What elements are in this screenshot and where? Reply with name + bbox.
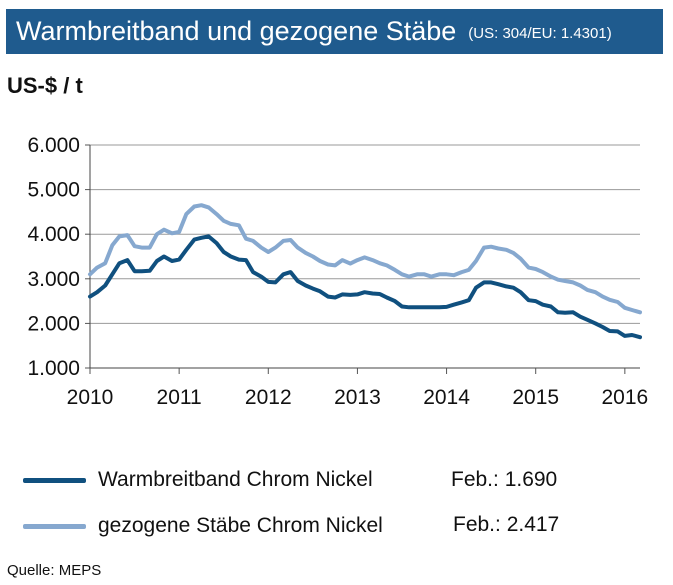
y-axis-unit-label: US-$ / t bbox=[7, 73, 83, 98]
legend-swatch-gezogene-staebe bbox=[23, 523, 86, 529]
x-tick-label: 2014 bbox=[423, 386, 470, 409]
x-axis-tick-labels: 2010 2011 2012 2013 2014 2015 2016 bbox=[67, 386, 649, 409]
axes bbox=[85, 144, 640, 374]
y-tick-label: 3.000 bbox=[27, 268, 80, 291]
legend-swatch-warmbreitband bbox=[23, 477, 86, 483]
x-tick-label: 2010 bbox=[67, 386, 114, 409]
legend-item-warmbreitband: Warmbreitband Chrom Nickel bbox=[23, 465, 373, 495]
y-tick-label: 6.000 bbox=[27, 134, 80, 157]
x-tick-label: 2015 bbox=[512, 386, 559, 409]
legend-value-gezogene-staebe: Feb.: 2.417 bbox=[453, 513, 560, 536]
x-tick-label: 2016 bbox=[601, 386, 648, 409]
y-tick-label: 1.000 bbox=[27, 357, 80, 380]
series-lines bbox=[88, 203, 642, 340]
source-note: Quelle: MEPS bbox=[7, 562, 102, 579]
legend-label: Warmbreitband Chrom Nickel bbox=[98, 468, 373, 491]
y-tick-label: 4.000 bbox=[27, 223, 80, 246]
x-tick-label: 2013 bbox=[334, 386, 381, 409]
x-tick-label: 2011 bbox=[157, 386, 202, 409]
chart-title: Warmbreitband und gezogene Stäbe bbox=[16, 16, 457, 46]
title-bar: Warmbreitband und gezogene Stäbe (US: 30… bbox=[6, 9, 663, 54]
y-tick-label: 2.000 bbox=[27, 312, 80, 335]
legend-value-warmbreitband: Feb.: 1.690 bbox=[451, 468, 558, 491]
legend-item-gezogene-staebe: gezogene Stäbe Chrom Nickel bbox=[23, 511, 383, 541]
gridlines bbox=[90, 144, 640, 324]
y-axis-tick-labels: 1.000 2.000 3.000 4.000 5.000 6.000 bbox=[27, 134, 80, 380]
series-line bbox=[88, 234, 642, 340]
series-line bbox=[88, 203, 642, 315]
legend-label: gezogene Stäbe Chrom Nickel bbox=[98, 514, 383, 537]
x-tick-label: 2012 bbox=[245, 386, 292, 409]
chart-subtitle: (US: 304/EU: 1.4301) bbox=[468, 25, 612, 42]
y-tick-label: 5.000 bbox=[27, 179, 80, 202]
